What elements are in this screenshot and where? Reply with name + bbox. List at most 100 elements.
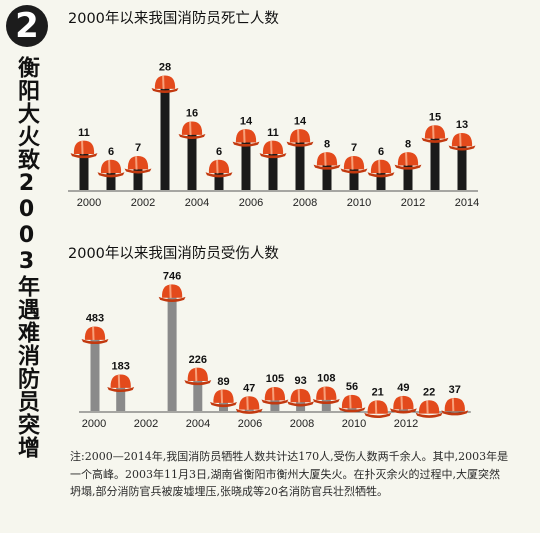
injury-helmet-2006: [235, 396, 263, 414]
injury-helmet-2010: [338, 394, 366, 413]
death-bar-2000: [79, 147, 89, 190]
death-helmet-2000: [70, 140, 98, 159]
death-helmet-2003: [151, 75, 179, 93]
injury-helmet-2000: [81, 326, 109, 345]
death-helmet-2004: [178, 121, 206, 139]
death-helmet-2008: [286, 129, 314, 147]
death-helmet-2002: [124, 155, 152, 174]
injury-data-label-2003: 746: [163, 271, 181, 283]
injury-data-label-2011: 21: [372, 387, 384, 399]
injury-tick-label-2006: 2006: [238, 418, 262, 430]
injury-bar-2000: [90, 333, 100, 411]
death-bar-2010: [349, 163, 359, 190]
injury-helmet-2014: [441, 397, 469, 416]
death-data-label-2007: 11: [267, 127, 279, 139]
death-data-label-2009: 8: [324, 138, 330, 150]
death-data-label-2012: 8: [405, 138, 411, 150]
death-helmet-2005: [205, 159, 233, 178]
death-data-label-2006: 14: [240, 115, 253, 127]
death-bar-2001: [106, 167, 116, 190]
death-data-label-2003: 28: [159, 62, 171, 74]
footnote: 注:2000—2014年,我国消防员牺牲人数共计达170人,受伤人数两千余人。其…: [70, 450, 509, 498]
injury-data-label-2014: 37: [449, 384, 461, 396]
death-tick-label-2014: 2014: [455, 197, 479, 209]
injury-tick-label-2004: 2004: [186, 418, 210, 430]
death-bar-2009: [322, 159, 332, 190]
death-bar-2002: [133, 163, 143, 190]
injury-tick-label-2010: 2010: [342, 418, 366, 430]
injury-helmet-2004: [184, 367, 212, 386]
death-tick-label-2008: 2008: [293, 197, 317, 209]
injury-data-label-2012: 49: [397, 382, 409, 394]
injury-helmet-2013: [415, 400, 443, 418]
injury-data-label-2010: 56: [346, 381, 358, 393]
death-bar-2008: [295, 136, 305, 190]
death-tick-label-2002: 2002: [131, 197, 155, 209]
death-tick-label-2004: 2004: [185, 197, 209, 209]
injury-helmet-2012: [389, 395, 417, 414]
injury-tick-label-2008: 2008: [290, 418, 314, 430]
death-bar-2005: [214, 167, 224, 190]
death-data-label-2013: 15: [429, 112, 441, 124]
injury-helmet-2008: [287, 388, 315, 407]
death-bar-2011: [376, 167, 386, 190]
death-data-label-2010: 7: [351, 142, 357, 154]
injury-helmet-2005: [210, 389, 237, 408]
injury-helmet-2007: [261, 386, 289, 405]
death-bar-2014: [457, 140, 467, 190]
death-helmet-2011: [367, 159, 395, 178]
death-helmet-2012: [394, 152, 422, 170]
injury-data-label-2006: 47: [243, 382, 255, 394]
injury-bar-2008: [296, 396, 306, 411]
injury-helmet-2009: [312, 386, 340, 405]
death-helmet-2007: [259, 140, 287, 159]
death-helmet-2009: [313, 152, 341, 170]
injury-data-label-2008: 93: [294, 375, 306, 387]
injury-bar-2003: [167, 291, 177, 411]
injury-data-label-2007: 105: [266, 373, 284, 385]
death-tick-label-2010: 2010: [347, 197, 371, 209]
injury-bar-2005: [219, 396, 228, 411]
injury-chart-title: 2000年以来我国消防员受伤人数: [68, 246, 279, 262]
injury-data-label-2004: 226: [189, 354, 207, 366]
death-bar-2007: [268, 147, 278, 190]
injury-tick-label-2000: 2000: [82, 418, 106, 430]
injury-data-label-2001: 183: [112, 361, 130, 373]
death-bar-2003: [160, 82, 170, 190]
death-data-label-2005: 6: [216, 146, 222, 158]
death-data-label-2011: 6: [378, 146, 384, 158]
death-data-label-2008: 14: [294, 115, 307, 127]
injury-tick-label-2012: 2012: [394, 418, 418, 430]
injury-data-label-2013: 22: [423, 386, 435, 398]
injury-data-label-2009: 108: [317, 373, 335, 385]
death-data-label-2001: 6: [108, 146, 114, 158]
death-bar-2004: [187, 128, 197, 190]
death-helmet-2001: [97, 159, 125, 178]
injury-helmet-2003: [158, 284, 186, 302]
death-bar-2012: [403, 159, 413, 190]
death-tick-label-2006: 2006: [239, 197, 263, 209]
death-helmet-2013: [421, 125, 449, 143]
injury-data-label-2000: 483: [86, 313, 104, 325]
death-bar-2006: [241, 136, 251, 190]
death-bar-2013: [430, 132, 440, 190]
death-tick-label-2012: 2012: [401, 197, 425, 209]
death-data-label-2004: 16: [186, 108, 198, 120]
death-tick-label-2000: 2000: [77, 197, 101, 209]
injury-helmet-2011: [364, 400, 392, 418]
side-title: 衡阳大火致2003年遇难消防员突增: [14, 56, 39, 459]
death-data-label-2000: 11: [78, 127, 90, 139]
section-number-badge: 2: [6, 5, 48, 47]
injury-bar-2004: [193, 374, 203, 411]
death-helmet-2006: [232, 129, 260, 147]
death-helmet-2014: [448, 132, 476, 151]
death-data-label-2014: 13: [456, 119, 468, 131]
death-helmet-2010: [340, 155, 368, 174]
injury-bar-2001: [116, 381, 126, 411]
injury-tick-label-2002: 2002: [134, 418, 158, 430]
death-chart-title: 2000年以来我国消防员死亡人数: [68, 11, 279, 27]
injury-helmet-2001: [107, 374, 135, 393]
death-data-label-2002: 7: [135, 142, 141, 154]
injury-data-label-2005: 89: [217, 376, 229, 388]
